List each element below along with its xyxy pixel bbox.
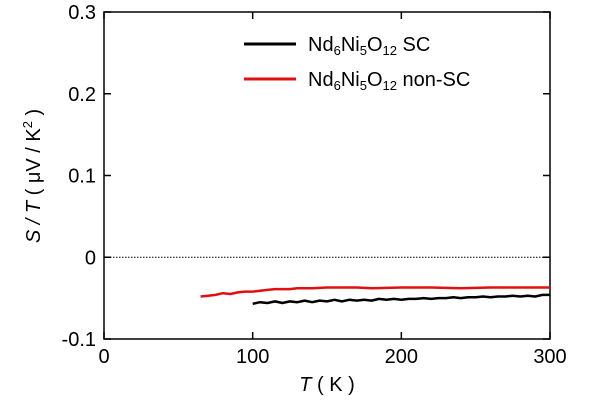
series-line-non-sc <box>200 286 550 298</box>
y-tick-label: -0.1 <box>62 329 96 351</box>
y-tick-label: 0 <box>85 247 96 269</box>
y-axis-title: S / T ( μV / K2 ) <box>20 109 45 243</box>
y-tick-label: 0.2 <box>68 84 96 106</box>
legend-label-sc: Nd6Ni5O12 SC <box>308 34 430 58</box>
legend-label-non-sc: Nd6Ni5O12 non-SC <box>308 69 470 93</box>
y-tick-label: 0.3 <box>68 2 96 24</box>
x-axis-title: T ( K ) <box>299 374 355 396</box>
x-tick-label: 200 <box>385 346 418 368</box>
x-tick-label: 100 <box>236 346 269 368</box>
series-line-sc <box>252 293 550 306</box>
y-tick-label: 0.1 <box>68 166 96 188</box>
x-tick-label: 0 <box>98 346 109 368</box>
plot-frame <box>103 11 551 340</box>
x-tick-label: 300 <box>533 346 566 368</box>
